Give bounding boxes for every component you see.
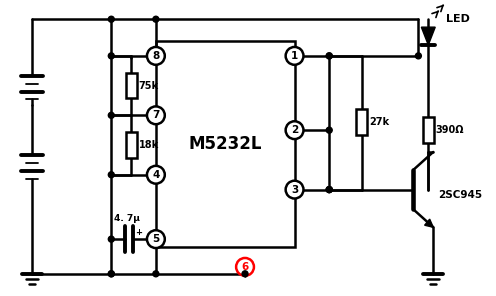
- Circle shape: [326, 53, 332, 59]
- Bar: [357, 109, 368, 135]
- Circle shape: [326, 127, 332, 133]
- Circle shape: [108, 236, 114, 242]
- Circle shape: [108, 271, 114, 277]
- Circle shape: [147, 166, 165, 184]
- Text: 2SC945: 2SC945: [438, 189, 482, 200]
- Bar: [423, 117, 434, 143]
- Text: 5: 5: [152, 234, 160, 244]
- Bar: [125, 73, 136, 99]
- Circle shape: [147, 230, 165, 248]
- Circle shape: [147, 47, 165, 65]
- Circle shape: [108, 112, 114, 118]
- Circle shape: [416, 53, 422, 59]
- Text: 75k: 75k: [138, 81, 159, 91]
- Circle shape: [326, 187, 332, 193]
- Circle shape: [286, 181, 304, 199]
- Text: 390Ω: 390Ω: [435, 125, 464, 135]
- Circle shape: [108, 16, 114, 22]
- Circle shape: [153, 271, 159, 277]
- Circle shape: [153, 16, 159, 22]
- Text: 4. 7μ: 4. 7μ: [114, 214, 140, 223]
- Text: M5232L: M5232L: [188, 135, 262, 153]
- Polygon shape: [422, 27, 435, 45]
- Circle shape: [147, 106, 165, 124]
- Circle shape: [326, 53, 332, 59]
- Polygon shape: [425, 219, 433, 227]
- Text: 18k: 18k: [138, 140, 159, 150]
- Text: 2: 2: [291, 125, 298, 135]
- Bar: [156, 41, 295, 247]
- Text: LED: LED: [446, 14, 470, 24]
- Text: 27k: 27k: [370, 117, 389, 127]
- Text: +: +: [135, 228, 142, 237]
- Circle shape: [108, 53, 114, 59]
- Text: 4: 4: [152, 170, 160, 180]
- Circle shape: [286, 47, 304, 65]
- Circle shape: [326, 187, 332, 193]
- Bar: [125, 132, 136, 158]
- Text: 7: 7: [152, 110, 160, 120]
- Circle shape: [236, 258, 254, 276]
- Circle shape: [326, 187, 332, 193]
- Circle shape: [108, 271, 114, 277]
- Text: 6: 6: [242, 262, 248, 272]
- Circle shape: [242, 271, 248, 277]
- Circle shape: [286, 121, 304, 139]
- Text: 1: 1: [291, 51, 298, 61]
- Text: 3: 3: [291, 185, 298, 194]
- Circle shape: [108, 172, 114, 178]
- Text: 8: 8: [152, 51, 160, 61]
